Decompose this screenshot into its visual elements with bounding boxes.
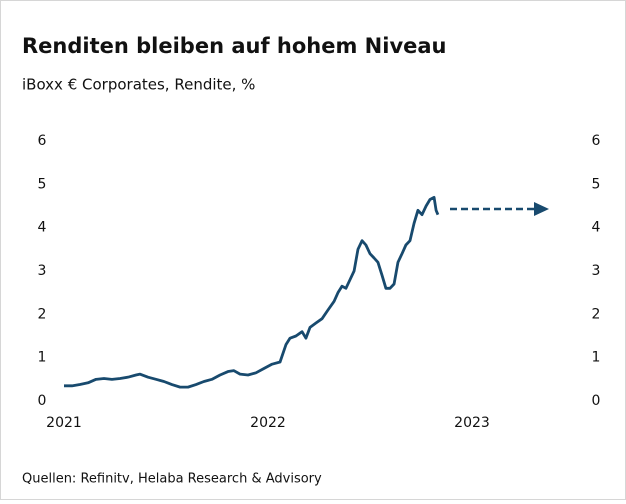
y2-tick-label: 3 — [592, 263, 601, 279]
source-note: Quellen: Refinitv, Helaba Research & Adv… — [22, 472, 322, 487]
y-tick-label: 2 — [38, 306, 47, 322]
y-tick-label: 5 — [38, 176, 47, 192]
x-tick-label: 2021 — [46, 415, 82, 431]
x-tick-label: 2022 — [250, 415, 286, 431]
forecast-arrow-head — [534, 202, 549, 216]
y2-tick-label: 4 — [592, 220, 601, 236]
chart-title: Renditen bleiben auf hohem Niveau — [22, 34, 447, 58]
y2-tick-label: 0 — [592, 393, 601, 409]
y-tick-label: 0 — [38, 393, 47, 409]
y-tick-label: 1 — [38, 350, 47, 366]
y-tick-label: 4 — [38, 220, 47, 236]
y2-tick-label: 1 — [592, 350, 601, 366]
x-tick-label: 2023 — [454, 415, 490, 431]
data-line — [64, 195, 440, 389]
y2-tick-label: 2 — [592, 306, 601, 322]
y-tick-label: 3 — [38, 263, 47, 279]
y2-tick-label: 6 — [592, 133, 601, 149]
chart-subtitle: iBoxx € Corporates, Rendite, % — [22, 76, 255, 94]
y2-tick-label: 5 — [592, 176, 601, 192]
y-tick-label: 6 — [38, 133, 47, 149]
